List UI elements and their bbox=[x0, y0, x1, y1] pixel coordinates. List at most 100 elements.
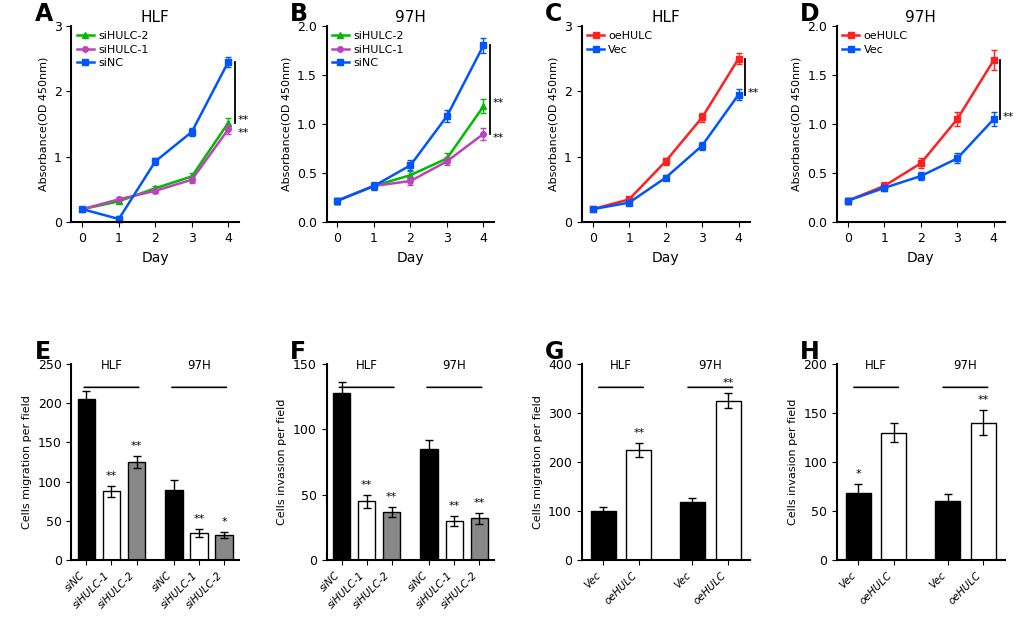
Vec bbox=[914, 172, 926, 180]
Vec bbox=[659, 174, 672, 182]
Bar bbox=[103, 491, 120, 560]
siNC bbox=[113, 215, 125, 223]
Vec bbox=[877, 184, 890, 192]
siHULC-2 bbox=[331, 197, 343, 205]
Legend: oeHULC, Vec: oeHULC, Vec bbox=[842, 32, 907, 55]
Bar bbox=[470, 518, 488, 560]
siHULC-1 bbox=[440, 158, 452, 166]
siHULC-1 bbox=[404, 177, 416, 185]
oeHULC bbox=[986, 56, 999, 64]
Y-axis label: Cells invasion per field: Cells invasion per field bbox=[787, 399, 797, 526]
Text: **: ** bbox=[747, 88, 758, 98]
siHULC-2 bbox=[440, 155, 452, 162]
siNC bbox=[331, 197, 343, 205]
Text: **: ** bbox=[130, 441, 142, 451]
Vec bbox=[695, 142, 707, 149]
Text: A: A bbox=[35, 2, 53, 26]
siNC bbox=[477, 42, 489, 50]
siHULC-2 bbox=[149, 184, 161, 192]
Text: HLF: HLF bbox=[864, 359, 887, 372]
Bar bbox=[590, 511, 615, 560]
Text: **: ** bbox=[492, 133, 503, 143]
Text: 97H: 97H bbox=[187, 359, 211, 372]
Vec bbox=[732, 91, 744, 99]
Text: **: ** bbox=[361, 480, 372, 490]
siHULC-1 bbox=[477, 130, 489, 138]
Y-axis label: Absorbance(OD 450nm): Absorbance(OD 450nm) bbox=[791, 57, 801, 191]
Text: H: H bbox=[799, 340, 819, 365]
Text: C: C bbox=[544, 2, 561, 26]
Y-axis label: Absorbance(OD 450nm): Absorbance(OD 450nm) bbox=[548, 57, 557, 191]
Line: oeHULC: oeHULC bbox=[844, 57, 996, 204]
siHULC-2 bbox=[477, 102, 489, 110]
Line: oeHULC: oeHULC bbox=[589, 56, 741, 212]
siNC bbox=[149, 158, 161, 166]
Text: E: E bbox=[35, 340, 51, 365]
oeHULC bbox=[877, 182, 890, 190]
Y-axis label: Absorbance(OD 450nm): Absorbance(OD 450nm) bbox=[38, 57, 48, 191]
siHULC-1 bbox=[76, 205, 89, 213]
Legend: oeHULC, Vec: oeHULC, Vec bbox=[587, 32, 652, 55]
siHULC-2 bbox=[368, 182, 380, 190]
Text: D: D bbox=[799, 2, 818, 26]
Line: siHULC-1: siHULC-1 bbox=[334, 131, 486, 204]
Bar bbox=[332, 393, 350, 560]
Y-axis label: Cells invasion per field: Cells invasion per field bbox=[277, 399, 287, 526]
siHULC-1 bbox=[113, 196, 125, 204]
Text: *: * bbox=[855, 469, 860, 478]
Title: 97H: 97H bbox=[905, 10, 935, 24]
Bar bbox=[934, 501, 959, 560]
X-axis label: Day: Day bbox=[651, 251, 679, 265]
Text: HLF: HLF bbox=[609, 359, 632, 372]
Text: **: ** bbox=[194, 514, 205, 524]
siHULC-1 bbox=[368, 182, 380, 190]
Legend: siHULC-2, siHULC-1, siNC: siHULC-2, siHULC-1, siNC bbox=[332, 32, 404, 68]
Line: siHULC-2: siHULC-2 bbox=[334, 104, 486, 204]
Vec bbox=[841, 197, 853, 205]
siHULC-2 bbox=[222, 119, 234, 127]
Title: 97H: 97H bbox=[394, 10, 426, 24]
oeHULC bbox=[914, 160, 926, 167]
oeHULC bbox=[659, 158, 672, 166]
Text: **: ** bbox=[492, 99, 503, 108]
X-axis label: Day: Day bbox=[142, 251, 169, 265]
Text: HLF: HLF bbox=[101, 359, 122, 372]
siNC bbox=[185, 128, 198, 136]
X-axis label: Day: Day bbox=[906, 251, 933, 265]
Y-axis label: Cells migration per field: Cells migration per field bbox=[532, 395, 542, 529]
siHULC-1 bbox=[331, 197, 343, 205]
siHULC-2 bbox=[404, 171, 416, 179]
siNC bbox=[76, 205, 89, 213]
Text: **: ** bbox=[1002, 112, 1013, 122]
siNC bbox=[368, 182, 380, 190]
Bar bbox=[77, 399, 95, 560]
Text: G: G bbox=[544, 340, 564, 365]
Y-axis label: Cells migration per field: Cells migration per field bbox=[22, 395, 33, 529]
Text: **: ** bbox=[473, 498, 484, 508]
Bar bbox=[626, 450, 651, 560]
Text: *: * bbox=[221, 517, 227, 527]
Text: HLF: HLF bbox=[356, 359, 377, 372]
siHULC-1 bbox=[149, 187, 161, 194]
siHULC-2 bbox=[76, 205, 89, 213]
Text: **: ** bbox=[385, 491, 397, 502]
Line: siNC: siNC bbox=[334, 43, 486, 204]
Text: B: B bbox=[289, 2, 308, 26]
Text: 97H: 97H bbox=[953, 359, 976, 372]
Line: siNC: siNC bbox=[79, 59, 231, 222]
Bar bbox=[382, 512, 400, 560]
Text: **: ** bbox=[448, 501, 460, 511]
Line: siHULC-1: siHULC-1 bbox=[79, 126, 231, 212]
oeHULC bbox=[586, 205, 598, 213]
siNC bbox=[222, 58, 234, 66]
siNC bbox=[404, 162, 416, 169]
Text: **: ** bbox=[721, 378, 733, 388]
Bar bbox=[191, 533, 208, 560]
siHULC-2 bbox=[185, 173, 198, 180]
Text: **: ** bbox=[237, 128, 249, 138]
Vec bbox=[586, 205, 598, 213]
Text: F: F bbox=[289, 340, 306, 365]
Bar bbox=[165, 489, 182, 560]
siHULC-2 bbox=[113, 198, 125, 205]
Vec bbox=[950, 155, 962, 162]
